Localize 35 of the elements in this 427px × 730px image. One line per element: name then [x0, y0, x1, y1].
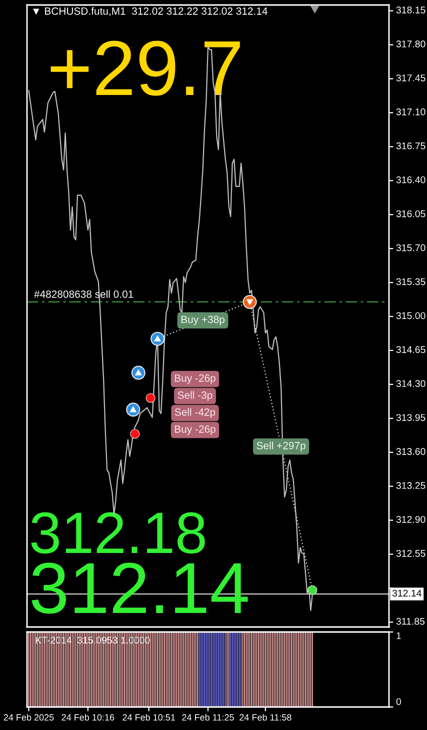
- y-tick-label: 318.15: [396, 6, 426, 14]
- y-tick-label: 316.40: [396, 176, 426, 184]
- y-tick-label: 313.60: [396, 448, 426, 455]
- y-tick-label: 315.35: [396, 278, 426, 286]
- y-tick-label: 316.05: [396, 210, 426, 218]
- y-tick-label: 315.00: [396, 312, 426, 320]
- y-tick-label: 314.30: [396, 380, 426, 388]
- x-tick-label: 24 Feb 10:51: [122, 714, 175, 721]
- annotation: Sell -42p: [174, 408, 216, 418]
- y-tick-label: 314.65: [396, 346, 426, 354]
- annotation: KT-2014 315.0953 1.0000: [36, 636, 150, 644]
- y-tick-label: 317.45: [396, 74, 426, 82]
- y-tick-label: 311.85: [396, 618, 425, 625]
- y-tick-label: 1: [396, 632, 401, 640]
- annotation: Sell -3p: [178, 391, 212, 401]
- annotation: Sell +297p: [256, 442, 306, 452]
- annotation: 312.18: [31, 512, 205, 554]
- x-tick-label: 24 Feb 11:58: [240, 714, 292, 721]
- y-tick-label: 317.10: [396, 108, 426, 116]
- y-tick-label: 315.70: [396, 244, 426, 252]
- y-tick-label: 313.95: [396, 414, 426, 421]
- x-tick-label: 24 Feb 11:25: [182, 714, 234, 721]
- x-tick-label: 24 Feb 2025: [4, 714, 54, 721]
- annotation: Buy -26p: [175, 425, 216, 435]
- ref-line-label: 312.14: [392, 590, 422, 597]
- y-tick-label: 312.90: [396, 516, 426, 523]
- annotation: Buy -26p: [175, 374, 216, 384]
- y-tick-label: 316.75: [396, 142, 426, 150]
- x-tick-label: 24 Feb 10:16: [62, 714, 114, 721]
- y-tick-label: 317.80: [396, 40, 426, 48]
- annotation: Buy +38p: [181, 316, 224, 326]
- y-tick-label: 312.55: [396, 550, 426, 557]
- y-tick-label: 0: [396, 698, 401, 706]
- y-tick-label: 313.25: [396, 482, 426, 489]
- chart-title: ▼ BCHUSD.futu,M1 312.02 312.22 312.02 312.14: [33, 7, 268, 16]
